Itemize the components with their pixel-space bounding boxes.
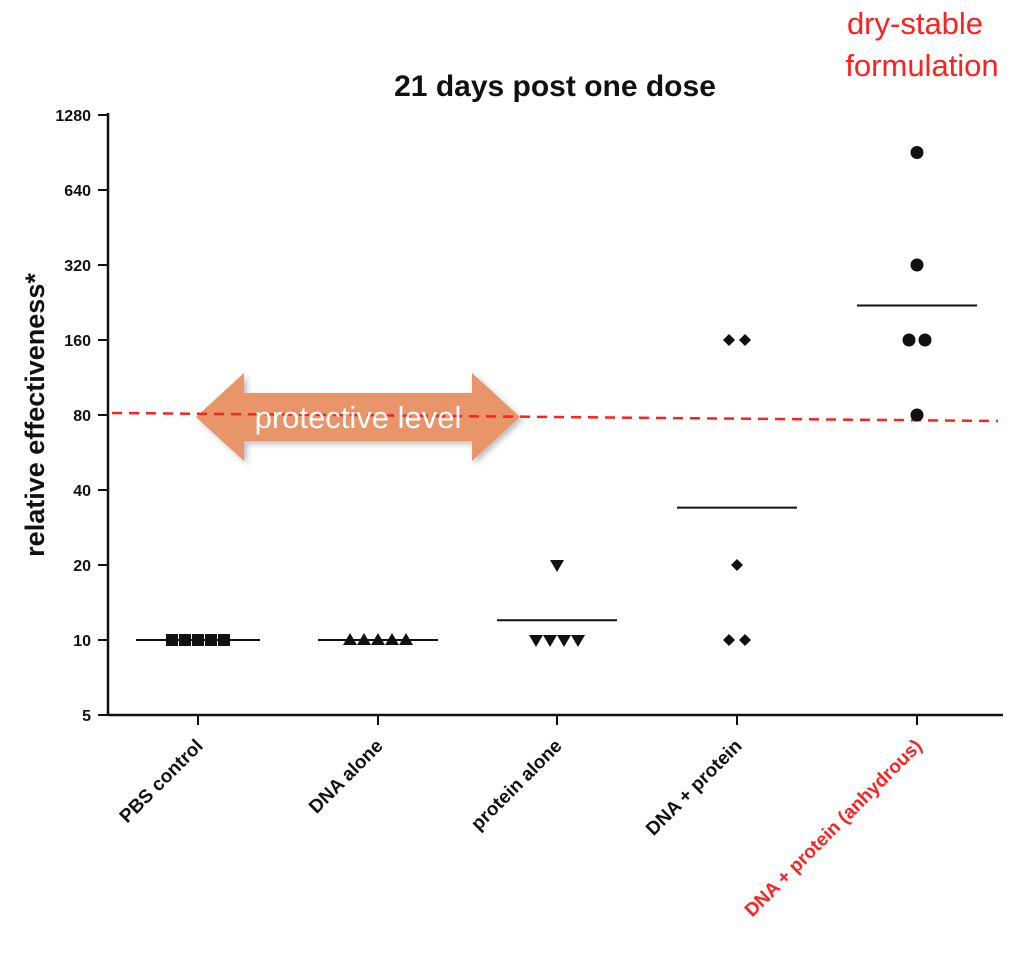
data-point [910, 258, 924, 272]
data-point [543, 635, 557, 647]
protective-level-group: protective level [111, 373, 999, 461]
chart-title: 21 days post one dose [394, 70, 716, 103]
y-tick-label: 1280 [55, 108, 91, 125]
protective-level-line [111, 411, 999, 423]
data-point [723, 334, 735, 346]
data-point [550, 560, 564, 572]
data-point [357, 633, 371, 645]
data-point [731, 559, 743, 571]
data-point [399, 633, 413, 645]
data-point [910, 408, 924, 422]
dry-stable-label: dry-stable [847, 6, 983, 41]
y-tick-label: 10 [73, 633, 91, 650]
data-points [166, 146, 932, 647]
data-point [205, 634, 217, 646]
data-point [218, 634, 230, 646]
y-tick-label: 5 [82, 708, 91, 725]
y-tick-label: 160 [64, 333, 91, 350]
data-point [739, 634, 751, 646]
data-point [385, 633, 399, 645]
category-label: DNA + protein [642, 736, 746, 840]
protective-level-arrow [196, 373, 520, 461]
y-tick-label: 20 [73, 558, 91, 575]
y-ticks: 5 10 20 40 80 160 320 640 1280 [55, 108, 108, 725]
category-label: protein alone [467, 736, 566, 835]
y-tick-label: 640 [64, 183, 91, 200]
data-point [557, 635, 571, 647]
data-point [910, 146, 924, 160]
mean-lines [136, 304, 977, 641]
data-point [343, 633, 357, 645]
data-point [571, 635, 585, 647]
protective-level-label: protective level [255, 400, 462, 435]
data-point [723, 634, 735, 646]
data-point [179, 634, 191, 646]
data-point [902, 333, 916, 347]
y-tick-label: 40 [73, 483, 91, 500]
data-point [192, 634, 204, 646]
category-label: DNA alone [305, 736, 387, 818]
category-label: PBS control [116, 736, 208, 828]
y-axis-label: relative effectiveness* [20, 273, 50, 557]
data-point [918, 333, 932, 347]
data-point [739, 334, 751, 346]
x-ticks [197, 715, 918, 725]
formulation-label: formulation [845, 48, 998, 83]
category-label: DNA + protein (anhydrous) [741, 736, 927, 922]
data-point [371, 633, 385, 645]
y-tick-label: 320 [64, 258, 91, 275]
category-labels: PBS control DNA alone protein alone DNA + p… [116, 736, 927, 922]
data-point [529, 635, 543, 647]
y-tick-label: 80 [73, 408, 91, 425]
data-point [166, 634, 178, 646]
